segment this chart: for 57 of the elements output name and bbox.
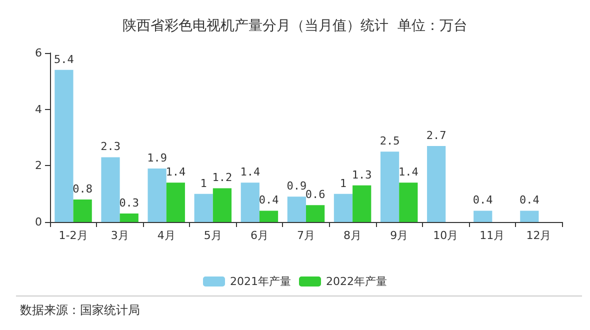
bar	[148, 168, 166, 222]
x-tick-label: 12月	[526, 229, 552, 242]
data-label: 1.3	[352, 168, 372, 182]
bar	[194, 194, 213, 222]
bar	[259, 210, 278, 222]
y-tick-label: 0	[35, 216, 42, 228]
x-tick-label: 1-2月	[58, 229, 88, 242]
data-label: 0.3	[119, 196, 140, 210]
data-label: 0.6	[305, 188, 326, 202]
bar	[212, 188, 232, 222]
bar	[427, 146, 446, 222]
data-label: 0.4	[472, 194, 494, 207]
legend-label: 2021年产量	[230, 275, 292, 288]
x-tick-label: 11月	[480, 229, 505, 242]
x-tick-label: 5月	[204, 229, 222, 242]
data-label: 0.4	[519, 194, 540, 207]
bar	[399, 182, 418, 222]
bar	[334, 194, 353, 222]
bar	[380, 152, 400, 222]
x-tick-label: 9月	[390, 229, 408, 242]
x-tick-label: 7月	[297, 229, 315, 242]
bar	[306, 205, 325, 222]
bar	[287, 196, 306, 222]
y-tick-label: 6	[35, 46, 42, 60]
bar	[240, 182, 260, 222]
source-note: 数据来源：国家统计局	[20, 303, 140, 317]
legend-label: 2022年产量	[326, 275, 387, 288]
chart-title: 陕西省彩色电视机产量分月（当月值）统计 单位：万台	[122, 18, 468, 34]
data-label: 2.3	[100, 140, 120, 154]
data-label: 5.4	[54, 52, 74, 66]
bar	[101, 157, 120, 222]
data-label: 1.4	[166, 166, 186, 179]
bar	[120, 214, 138, 222]
x-tick-label: 8月	[344, 229, 362, 242]
x-tick-label: 10月	[433, 229, 458, 242]
bar	[54, 70, 74, 222]
bar	[474, 210, 492, 222]
data-label: 2.7	[426, 128, 446, 142]
data-label: 1	[200, 176, 207, 190]
bar	[520, 210, 539, 222]
y-tick-label: 4	[35, 102, 42, 116]
x-tick-label: 4月	[157, 229, 176, 242]
data-label: 1	[340, 176, 347, 190]
data-label: 1.9	[147, 151, 167, 164]
data-label: 1.2	[212, 171, 232, 184]
data-label: 1.4	[240, 166, 260, 179]
data-label: 2.5	[380, 134, 400, 148]
x-tick-label: 6月	[250, 229, 268, 242]
data-label: 0.4	[258, 194, 280, 207]
bar	[73, 199, 92, 222]
bar	[352, 185, 372, 222]
data-label: 0.8	[72, 182, 93, 196]
data-label: 0.9	[286, 180, 307, 193]
x-tick-label: 3月	[110, 229, 129, 242]
data-label: 1.4	[398, 166, 419, 179]
bar	[166, 182, 185, 222]
y-tick-label: 2	[35, 159, 42, 172]
